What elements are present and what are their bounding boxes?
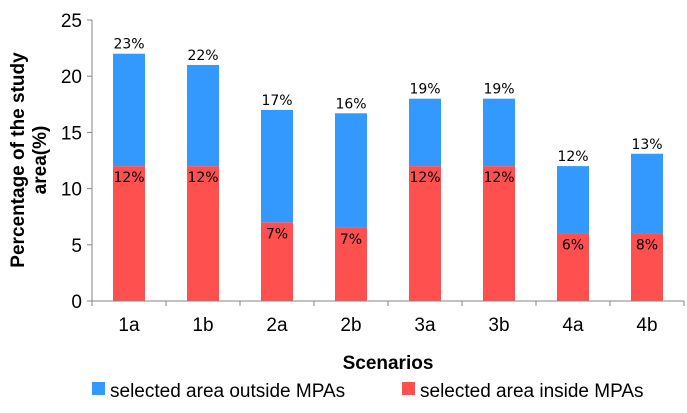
bar-inside-mpas bbox=[261, 222, 293, 301]
bar-inside-mpas bbox=[335, 227, 367, 301]
y-tick-label: 25 bbox=[61, 11, 82, 32]
y-tick-label: 20 bbox=[61, 67, 82, 88]
x-tick-label: 3b bbox=[488, 315, 509, 336]
bar-inside-label: 12% bbox=[187, 170, 218, 186]
legend-label: selected area outside MPAs bbox=[110, 381, 345, 402]
bar-outside-mpas bbox=[187, 64, 219, 167]
bar-inside-label: 12% bbox=[409, 170, 440, 186]
y-tick-label: 15 bbox=[61, 123, 82, 144]
bar-outside-mpas bbox=[261, 109, 293, 223]
bar-outside-mpas bbox=[557, 166, 589, 234]
bar-outside-mpas bbox=[113, 53, 145, 167]
y-axis-title-line: area(%) bbox=[30, 126, 51, 195]
legend: selected area outside MPAs selected area … bbox=[92, 381, 644, 402]
bar-inside-label: 8% bbox=[636, 238, 658, 254]
bar-inside-label: 6% bbox=[562, 238, 584, 254]
legend-label: selected area inside MPAs bbox=[420, 381, 644, 402]
y-axis: 0 5 10 15 20 25 bbox=[61, 11, 93, 313]
x-tick-label: 1a bbox=[118, 315, 140, 336]
bar-inside-label: 7% bbox=[340, 232, 362, 248]
bar-outside-mpas bbox=[335, 113, 367, 228]
bar-total-label: 13% bbox=[631, 137, 662, 153]
x-tick-label: 2b bbox=[340, 315, 361, 336]
bar-total-label: 22% bbox=[187, 48, 218, 64]
bar-total-label: 17% bbox=[261, 93, 292, 109]
x-axis-title: Scenarios bbox=[343, 353, 434, 374]
bar-total-label: 12% bbox=[557, 149, 588, 165]
x-tick-label: 1b bbox=[192, 315, 213, 336]
bar-outside-mpas bbox=[409, 98, 441, 167]
bar-total-label: 19% bbox=[483, 82, 514, 98]
bar-total-label: 16% bbox=[335, 96, 366, 112]
bar-inside-mpas bbox=[409, 166, 441, 301]
bar-inside-mpas bbox=[631, 233, 663, 301]
x-axis: 1a 1b 2a 2b 3a 3b 4a 4b bbox=[91, 300, 685, 336]
y-tick-label: 10 bbox=[61, 180, 82, 201]
bar-outside-mpas bbox=[483, 98, 515, 167]
bar-total-label: 23% bbox=[113, 37, 144, 53]
bar-inside-mpas bbox=[557, 233, 589, 301]
legend-swatch bbox=[92, 382, 105, 395]
bar-inside-label: 12% bbox=[113, 170, 144, 186]
y-axis-title: Percentage of the study area(%) bbox=[8, 52, 51, 268]
x-tick-label: 4b bbox=[636, 315, 657, 336]
x-tick-label: 3a bbox=[414, 315, 436, 336]
y-tick-label: 0 bbox=[71, 292, 82, 313]
bar-total-label: 19% bbox=[409, 82, 440, 98]
bars: 12% 23% 12% 22% 7% 17% 7% 16% 12% 19% 12% 19% 6% 12% 8… bbox=[113, 37, 663, 301]
x-tick-label: 4a bbox=[562, 315, 584, 336]
bar-inside-label: 7% bbox=[266, 226, 288, 242]
bar-inside-mpas bbox=[187, 166, 219, 301]
bar-outside-mpas bbox=[631, 153, 663, 234]
bar-inside-label: 12% bbox=[483, 170, 514, 186]
y-axis-title-line: Percentage of the study bbox=[8, 52, 29, 268]
x-tick-label: 2a bbox=[266, 315, 288, 336]
bar-inside-mpas bbox=[483, 166, 515, 301]
legend-swatch bbox=[402, 382, 415, 395]
bar-inside-mpas bbox=[113, 166, 145, 301]
y-tick-label: 5 bbox=[71, 236, 82, 257]
